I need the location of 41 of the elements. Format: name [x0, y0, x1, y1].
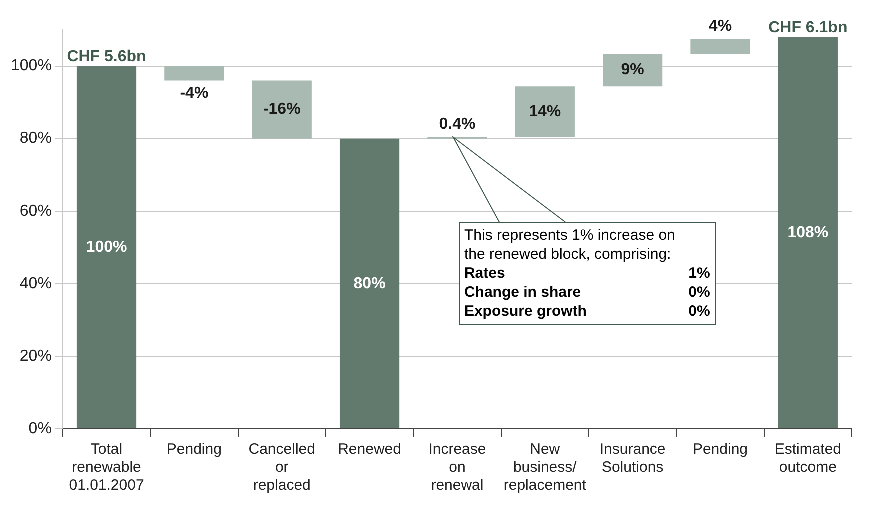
bar — [76, 66, 137, 428]
y-tick-label: 0% — [28, 420, 52, 438]
data-label: -16% — [263, 101, 301, 118]
bar — [340, 138, 400, 428]
x-tick-label: Increase on renewal — [428, 441, 486, 494]
data-label: 9% — [621, 62, 644, 79]
annotation: CHF 6.1bn — [768, 20, 848, 37]
annotation: Change in share — [464, 283, 582, 302]
y-tick-label: 40% — [20, 275, 52, 292]
bar — [252, 80, 312, 139]
bar — [515, 86, 575, 138]
y-tick-label: 20% — [20, 348, 52, 365]
annotation: 0% — [688, 283, 710, 302]
data-label: 4% — [708, 18, 732, 35]
bar — [164, 66, 224, 81]
annotation: 1% — [688, 264, 710, 284]
bar — [603, 54, 663, 87]
annotation: Rates — [464, 264, 506, 284]
data-label: 80% — [354, 275, 386, 292]
y-tick-label: 60% — [20, 202, 52, 220]
data-label: 14% — [529, 103, 562, 120]
x-tick-label: Insurance Solutions — [600, 441, 666, 476]
x-tick-label: Pending — [166, 441, 222, 458]
x-tick-label: Renewed — [338, 441, 402, 458]
data-label: 0.4% — [439, 116, 476, 133]
annotation: 0% — [688, 302, 710, 322]
bar — [690, 39, 750, 54]
data-label: 100% — [86, 239, 128, 256]
x-tick-label: New business/ replacement — [504, 441, 588, 494]
annotation: This represents 1% increase on the renewed block, comprising: — [464, 226, 676, 264]
x-tick-label: Cancelled or replaced — [248, 441, 316, 494]
y-tick-label: 100% — [11, 58, 52, 75]
annotation: CHF 5.6bn — [67, 48, 146, 66]
x-tick-label: Pending — [692, 441, 748, 458]
x-tick-label: Estimated outcome — [774, 441, 842, 476]
annotation: Exposure growth — [464, 302, 587, 322]
data-label: -4% — [180, 85, 209, 102]
data-label: 108% — [788, 224, 829, 242]
y-tick-label: 80% — [20, 130, 52, 148]
bar — [778, 37, 838, 428]
x-tick-label: Total renewable 01.01.2007 — [69, 441, 144, 494]
